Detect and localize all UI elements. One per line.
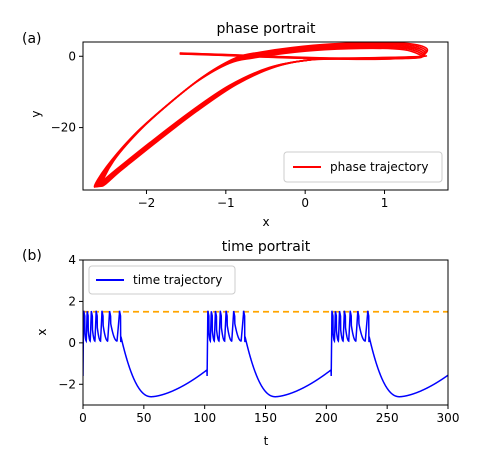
panel-b-title: time portrait [222, 239, 311, 255]
panel-a-xtick-label: 0 [301, 196, 309, 210]
panel-b-ytick-label: 2 [68, 294, 76, 308]
panel-b-plot-area [83, 310, 448, 398]
panel-b-ytick-label: 0 [68, 336, 76, 350]
time-trajectory-line [83, 310, 448, 398]
panel-a-xlabel: x [262, 215, 269, 229]
panel-a-frame [82, 41, 449, 191]
panel-a-ytick-label: −20 [51, 121, 76, 135]
panel-a-xtick-label: −2 [138, 196, 156, 210]
panel-a-label: (a) [22, 31, 42, 47]
panel-b-xtick-label: 200 [315, 411, 338, 425]
panel-b-legend-label: time trajectory [133, 273, 222, 287]
panel-a-xtick-label: 1 [381, 196, 389, 210]
panel-b-frame [82, 259, 449, 406]
panel-a-ytick-label: 0 [68, 49, 76, 63]
panel-b-ticks: 0 50 100 150 200 250 300 −2 0 2 4 [58, 253, 459, 425]
panel-b-xtick-label: 100 [193, 411, 216, 425]
panel-a-ticks: −2 −1 0 1 0 −20 [51, 49, 389, 210]
panel-b: (b) time portrait 0 50 100 150 200 250 300 −2 0 2… [22, 239, 459, 448]
panel-a-title: phase portrait [216, 21, 316, 37]
panel-b-xtick-label: 0 [79, 411, 87, 425]
panel-b-ytick-label: −2 [58, 377, 76, 391]
panel-a-ylabel: y [29, 110, 43, 117]
panel-b-xlabel: t [264, 434, 269, 448]
phase-trajectory-line [100, 42, 429, 187]
panel-b-legend-box [88, 265, 236, 295]
panel-b-xtick-label: 50 [136, 411, 151, 425]
panel-a-legend: phase trajectory [283, 151, 443, 183]
panel-b-xtick-label: 300 [437, 411, 460, 425]
panel-a-xtick-label: −1 [217, 196, 235, 210]
panel-b-ylabel: x [35, 328, 49, 335]
panel-b-legend: time trajectory [88, 265, 236, 295]
panel-a-legend-label: phase trajectory [330, 160, 428, 174]
panel-b-ytick-label: 4 [68, 253, 76, 267]
panel-a-plot-area [93, 42, 429, 188]
panel-b-label: (b) [22, 248, 42, 264]
panel-b-xtick-label: 250 [376, 411, 399, 425]
panel-a-legend-box [283, 151, 443, 183]
panel-a: (a) phase portrait −2 −1 0 1 0 −20 x y phase … [22, 21, 449, 229]
panel-b-xtick-label: 150 [254, 411, 277, 425]
